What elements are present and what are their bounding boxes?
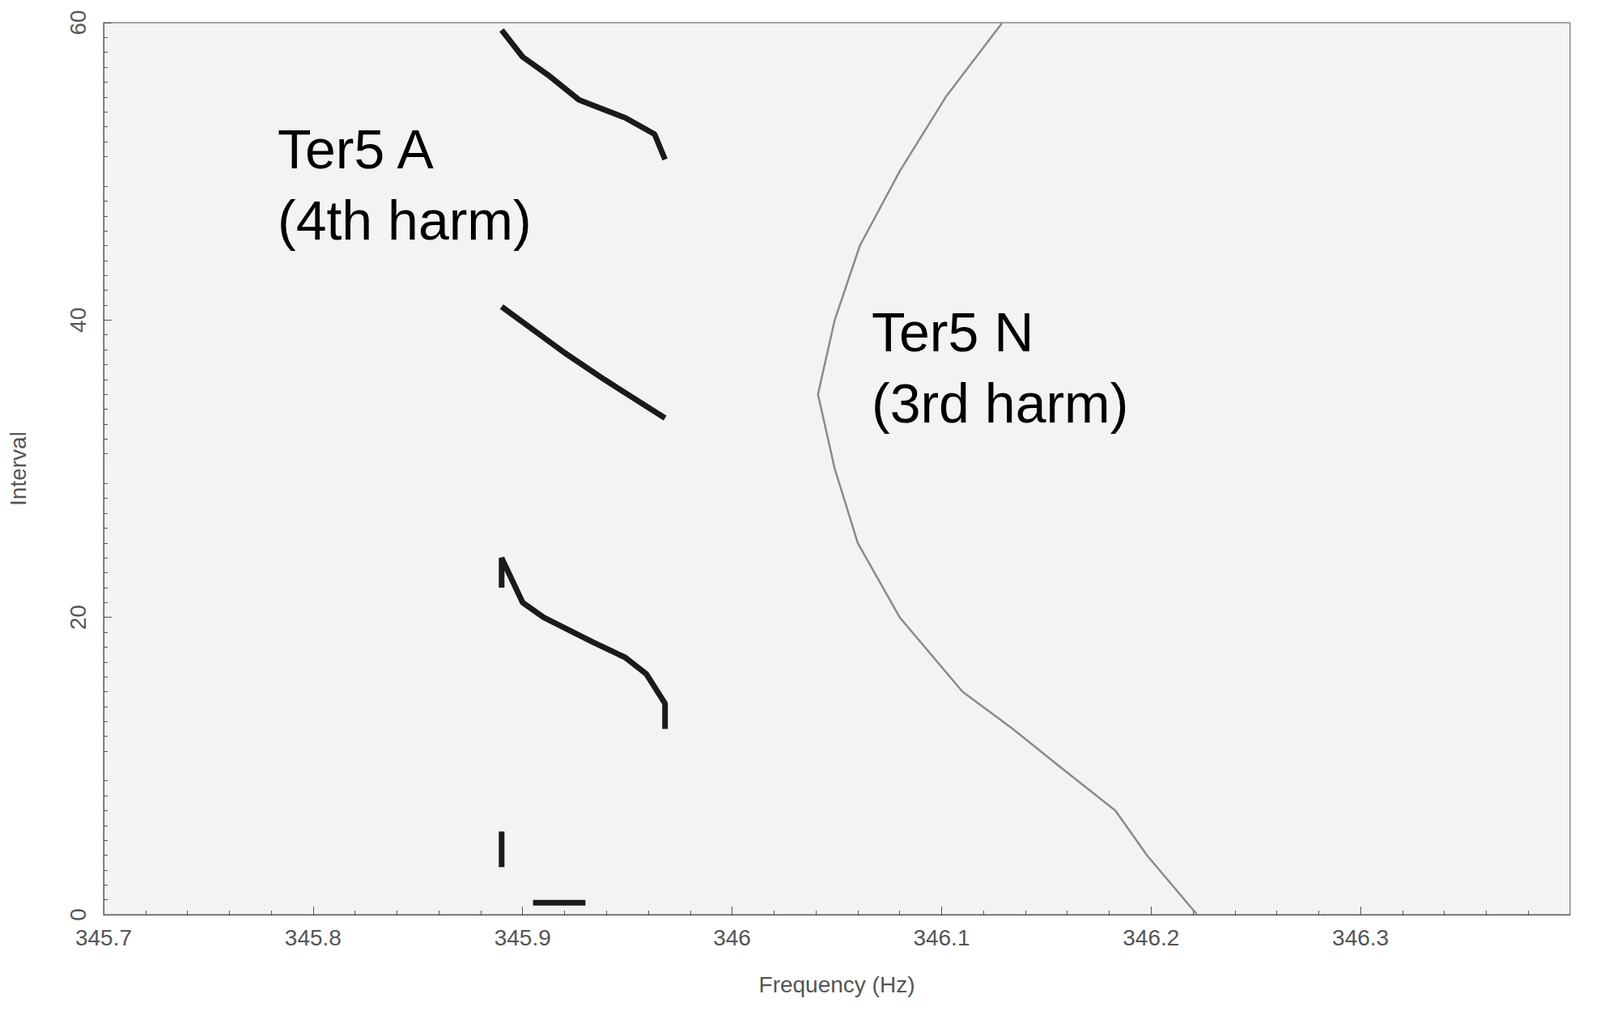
svg-text:(3rd harm): (3rd harm) xyxy=(871,372,1129,434)
svg-text:346: 346 xyxy=(712,925,752,951)
svg-text:345.7: 345.7 xyxy=(75,925,132,951)
svg-text:346.3: 346.3 xyxy=(1332,925,1389,951)
svg-text:345.9: 345.9 xyxy=(494,925,552,951)
svg-text:345.8: 345.8 xyxy=(284,925,342,951)
svg-text:346.1: 346.1 xyxy=(912,925,970,951)
svg-text:40: 40 xyxy=(65,307,91,333)
svg-text:20: 20 xyxy=(65,604,91,630)
svg-text:346.2: 346.2 xyxy=(1122,925,1180,951)
svg-text:(4th harm): (4th harm) xyxy=(277,189,532,251)
svg-text:Interval: Interval xyxy=(5,431,31,506)
svg-text:Frequency (Hz): Frequency (Hz) xyxy=(759,971,916,998)
svg-text:60: 60 xyxy=(65,9,91,35)
svg-text:0: 0 xyxy=(65,908,91,921)
svg-text:Ter5 A: Ter5 A xyxy=(277,118,434,180)
svg-text:Ter5 N: Ter5 N xyxy=(871,301,1034,363)
